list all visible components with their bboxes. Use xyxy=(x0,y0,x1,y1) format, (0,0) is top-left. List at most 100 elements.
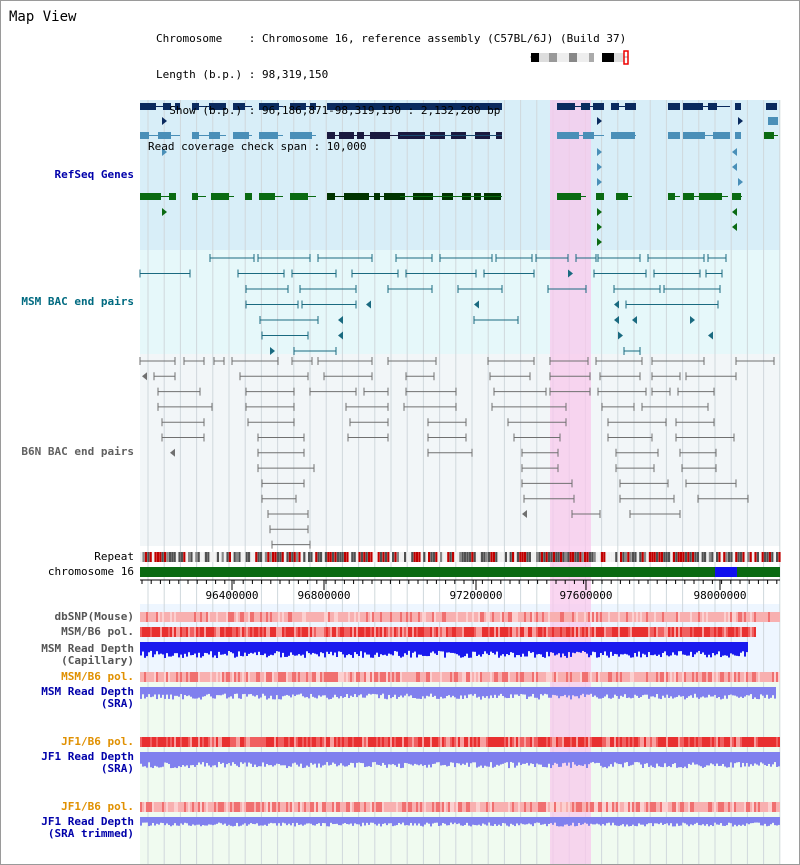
msm-bac-pair[interactable] xyxy=(301,300,357,309)
end-marker[interactable] xyxy=(708,331,713,340)
selection-highlight[interactable] xyxy=(550,100,591,864)
msm-bac-pair[interactable] xyxy=(647,254,705,262)
b6n-bac-pair[interactable] xyxy=(323,372,373,381)
b6n-bac-pair[interactable] xyxy=(317,357,373,365)
gene-arrow[interactable] xyxy=(732,208,737,216)
b6n-bac-pair[interactable] xyxy=(521,448,559,457)
b6n-bac-pair[interactable] xyxy=(685,479,737,488)
msm-bac-pair[interactable] xyxy=(547,285,587,293)
b6n-bac-pair[interactable] xyxy=(247,418,295,427)
gene-feature[interactable] xyxy=(140,103,180,110)
end-marker[interactable] xyxy=(142,372,147,381)
label-refseq-genes[interactable]: RefSeq Genes xyxy=(54,168,134,181)
msm-bac-pair[interactable] xyxy=(473,316,519,324)
gene-feature[interactable] xyxy=(616,193,632,200)
chromosome-ideogram[interactable] xyxy=(530,50,629,65)
gene-exon[interactable] xyxy=(768,117,778,125)
gene-arrow[interactable] xyxy=(162,148,167,156)
msm-bac-pair[interactable] xyxy=(291,269,337,278)
gene-feature[interactable] xyxy=(557,193,586,200)
b6n-bac-pair[interactable] xyxy=(521,479,573,488)
b6n-bac-pair[interactable] xyxy=(257,464,315,473)
label-b6n-bac[interactable]: B6N BAC end pairs xyxy=(21,445,134,458)
msm-bac-pair[interactable] xyxy=(317,254,373,262)
b6n-bac-pair[interactable] xyxy=(675,418,715,427)
b6n-bac-pair[interactable] xyxy=(387,357,437,365)
b6n-bac-pair[interactable] xyxy=(549,372,591,381)
msm-bac-end-pairs-track[interactable] xyxy=(139,254,727,355)
b6n-bac-pair[interactable] xyxy=(523,494,575,503)
b6n-bac-pair[interactable] xyxy=(257,448,305,457)
b6n-bac-pair[interactable] xyxy=(239,372,309,381)
b6n-bac-pair[interactable] xyxy=(153,372,176,381)
b6n-bac-pair[interactable] xyxy=(493,387,547,396)
gene-arrow[interactable] xyxy=(162,117,167,125)
msm-bac-pair[interactable] xyxy=(597,254,641,262)
b6n-bac-pair[interactable] xyxy=(629,510,681,518)
b6n-bac-pair[interactable] xyxy=(507,418,567,427)
gene-feature[interactable] xyxy=(233,132,252,139)
gene-feature[interactable] xyxy=(140,193,176,200)
gene-feature[interactable] xyxy=(290,193,316,200)
gene-arrow[interactable] xyxy=(597,238,602,246)
end-marker[interactable] xyxy=(366,300,371,309)
gene-feature[interactable] xyxy=(557,103,604,110)
msm-bac-pair[interactable] xyxy=(623,347,641,355)
b6n-bac-pair[interactable] xyxy=(267,510,309,518)
b6n-bac-pair[interactable] xyxy=(651,357,705,365)
b6n-bac-pair[interactable] xyxy=(261,494,297,503)
b6n-bac-pair[interactable] xyxy=(607,418,667,427)
gene-arrow[interactable] xyxy=(732,148,737,156)
gene-feature[interactable] xyxy=(596,193,604,200)
gene-feature[interactable] xyxy=(192,193,206,200)
b6n-bac-pair[interactable] xyxy=(403,402,457,411)
b6n-bac-pair[interactable] xyxy=(489,372,531,381)
end-marker[interactable] xyxy=(568,269,573,278)
msm-bac-pair[interactable] xyxy=(625,300,719,309)
b6n-bac-pair[interactable] xyxy=(549,357,589,365)
b6n-bac-pair[interactable] xyxy=(345,402,389,411)
msm-pol-heat-track-2[interactable] xyxy=(140,672,780,682)
end-marker[interactable] xyxy=(690,316,695,324)
msm-bac-pair[interactable] xyxy=(663,285,721,293)
b6n-bac-pair[interactable] xyxy=(513,433,561,442)
gene-arrow[interactable] xyxy=(162,208,167,216)
b6n-bac-pair[interactable] xyxy=(681,464,717,473)
b6n-bac-pair[interactable] xyxy=(641,402,709,411)
msm-bac-pair[interactable] xyxy=(483,269,535,278)
b6n-bac-pair[interactable] xyxy=(405,372,435,381)
b6n-bac-pair[interactable] xyxy=(139,357,176,365)
msm-depth-capillary-track[interactable] xyxy=(140,642,748,658)
gene-feature[interactable] xyxy=(259,103,283,110)
gene-feature[interactable] xyxy=(233,103,252,110)
gene-feature[interactable] xyxy=(683,103,730,110)
msm-pol-heat-track[interactable] xyxy=(140,627,756,637)
b6n-bac-pair[interactable] xyxy=(427,418,467,427)
label-msm-bac[interactable]: MSM BAC end pairs xyxy=(21,295,134,308)
b6n-bac-pair[interactable] xyxy=(291,357,313,365)
b6n-bac-pair[interactable] xyxy=(487,357,535,365)
gene-feature[interactable] xyxy=(683,132,730,139)
b6n-bac-pair[interactable] xyxy=(363,387,389,396)
gene-feature[interactable] xyxy=(290,103,316,110)
msm-bac-pair[interactable] xyxy=(387,285,433,293)
b6n-bac-pair[interactable] xyxy=(571,510,601,518)
jf1-pol-heat-track-2[interactable] xyxy=(140,802,780,812)
msm-bac-pair[interactable] xyxy=(139,269,191,278)
gene-feature[interactable] xyxy=(192,132,226,139)
chromosome-bar[interactable] xyxy=(140,567,780,577)
msm-bac-pair[interactable] xyxy=(405,269,477,278)
gene-feature[interactable] xyxy=(764,132,778,139)
gene-arrow[interactable] xyxy=(597,223,602,231)
msm-bac-pair[interactable] xyxy=(535,254,569,262)
b6n-bac-pair[interactable] xyxy=(271,540,311,549)
msm-bac-pair[interactable] xyxy=(245,285,289,293)
gene-exon[interactable] xyxy=(327,103,502,110)
gene-arrow[interactable] xyxy=(732,163,737,171)
msm-bac-pair[interactable] xyxy=(705,269,723,278)
msm-bac-pair[interactable] xyxy=(575,254,597,262)
b6n-bac-pair[interactable] xyxy=(595,357,643,365)
jf1-depth-sra-track[interactable] xyxy=(140,752,780,769)
gene-feature[interactable] xyxy=(557,132,604,139)
gene-feature[interactable] xyxy=(259,132,283,139)
